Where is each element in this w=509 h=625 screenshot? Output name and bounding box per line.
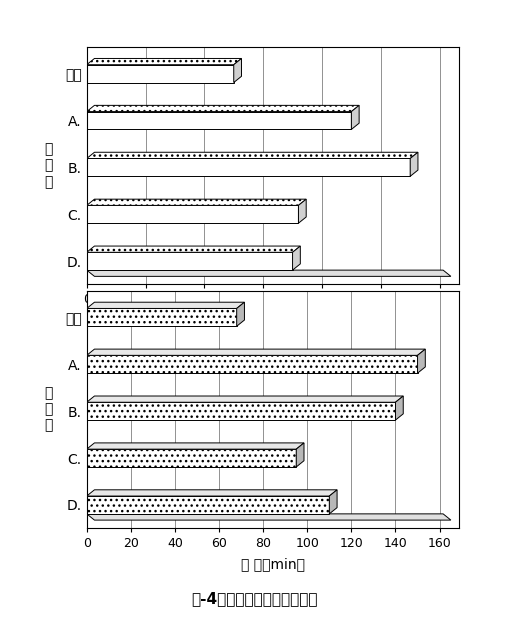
Polygon shape bbox=[87, 349, 425, 356]
Bar bbox=[87, 159, 409, 176]
Bar bbox=[87, 449, 296, 467]
Y-axis label: ル
ー
ト: ル ー ト bbox=[44, 386, 52, 432]
Bar bbox=[87, 112, 351, 129]
Polygon shape bbox=[417, 349, 425, 373]
Polygon shape bbox=[87, 270, 450, 276]
Text: 図-4　各ルートの距離と時間: 図-4 各ルートの距離と時間 bbox=[191, 591, 318, 606]
Polygon shape bbox=[409, 152, 417, 176]
Bar bbox=[87, 309, 236, 326]
Polygon shape bbox=[87, 106, 358, 112]
X-axis label: 時 間（min）: 時 間（min） bbox=[240, 557, 304, 571]
Y-axis label: ル
ー
ト: ル ー ト bbox=[44, 142, 52, 189]
Polygon shape bbox=[87, 302, 244, 309]
Polygon shape bbox=[87, 514, 450, 520]
Polygon shape bbox=[87, 246, 300, 252]
Polygon shape bbox=[296, 443, 303, 467]
X-axis label: 距 離（km）: 距 離（km） bbox=[243, 313, 302, 328]
Polygon shape bbox=[87, 490, 336, 496]
Polygon shape bbox=[87, 199, 305, 206]
Polygon shape bbox=[87, 59, 241, 65]
Polygon shape bbox=[351, 106, 358, 129]
Polygon shape bbox=[87, 396, 403, 402]
Polygon shape bbox=[394, 396, 403, 420]
Polygon shape bbox=[236, 302, 244, 326]
Polygon shape bbox=[233, 59, 241, 82]
Bar bbox=[87, 253, 292, 270]
Bar bbox=[87, 402, 394, 420]
Bar bbox=[87, 206, 298, 223]
Polygon shape bbox=[87, 443, 303, 449]
Bar bbox=[87, 496, 329, 514]
Bar bbox=[87, 356, 417, 373]
Polygon shape bbox=[298, 199, 305, 223]
Polygon shape bbox=[292, 246, 300, 270]
Polygon shape bbox=[87, 152, 417, 159]
Bar bbox=[87, 65, 233, 82]
Polygon shape bbox=[329, 490, 336, 514]
